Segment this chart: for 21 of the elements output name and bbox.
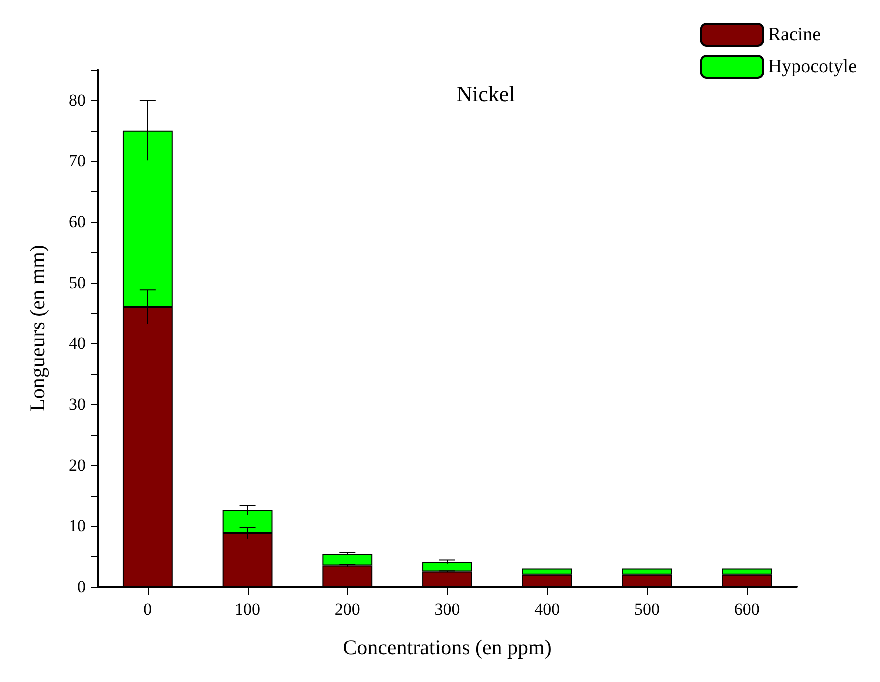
- y-tick-label: 60: [69, 212, 86, 232]
- legend-label: Racine: [768, 24, 822, 46]
- y-tick-label: 0: [78, 578, 86, 596]
- x-tick-label: 0: [144, 600, 152, 619]
- legend-label: Hypocotyle: [768, 56, 858, 78]
- x-tick-label: 500: [634, 600, 660, 619]
- x-tick-label: 400: [534, 600, 560, 619]
- y-tick-label: 30: [69, 395, 86, 414]
- text: Nickel: [456, 82, 516, 106]
- y-tick-label: 70: [69, 152, 86, 171]
- y-tick-label: 10: [69, 516, 86, 536]
- y-tick-label: 50: [69, 273, 86, 292]
- x-axis-title: Concentrations (en ppm): [343, 636, 552, 660]
- x-tick-label: 600: [734, 600, 760, 619]
- x-tick-label: 300: [434, 600, 460, 619]
- y-axis-title: Longueurs (en mm): [26, 245, 50, 412]
- y-tick-label: 80: [69, 90, 86, 110]
- x-tick-label: 100: [235, 600, 261, 619]
- x-tick-label: 200: [334, 600, 360, 619]
- y-tick-label: 40: [69, 334, 86, 354]
- y-tick-label: 20: [69, 456, 86, 475]
